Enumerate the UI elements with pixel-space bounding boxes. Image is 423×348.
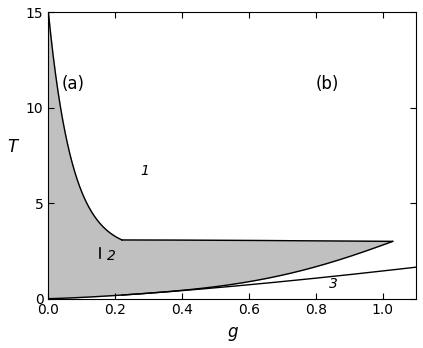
Text: (a): (a) bbox=[62, 75, 85, 93]
Text: (b): (b) bbox=[316, 75, 339, 93]
Y-axis label: T: T bbox=[7, 137, 17, 156]
X-axis label: g: g bbox=[227, 323, 237, 341]
Text: 2: 2 bbox=[107, 250, 116, 263]
Text: 1: 1 bbox=[140, 164, 149, 177]
Text: 3: 3 bbox=[329, 277, 338, 291]
Polygon shape bbox=[48, 13, 393, 299]
